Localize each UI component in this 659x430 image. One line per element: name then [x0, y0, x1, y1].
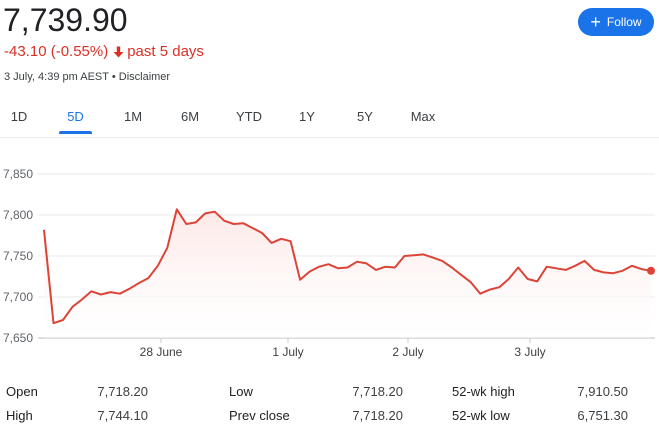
price-chart[interactable]: 7,850 7,800 7,750 7,700 7,650 28 June 1 July 2… [0, 160, 659, 360]
tab-5y[interactable]: 5Y [350, 104, 380, 130]
prev-close-label: Prev close [229, 408, 290, 423]
low-label: Low [229, 384, 253, 399]
tab-ytd[interactable]: YTD [231, 104, 267, 130]
tab-label: YTD [236, 109, 262, 124]
y-tick-label: 7,750 [3, 249, 33, 263]
x-tick-label: 28 June [140, 345, 183, 359]
change-period: past 5 days [127, 43, 204, 60]
tab-1d[interactable]: 1D [4, 104, 34, 130]
tab-5d[interactable]: 5D [59, 104, 92, 134]
tabs-divider [0, 137, 659, 138]
wk52-low-value: 6,751.30 [577, 408, 628, 423]
high-value: 7,744.10 [97, 408, 148, 423]
tab-label: 5D [67, 109, 84, 124]
plus-icon: + [590, 11, 601, 32]
tab-label: 1M [123, 109, 143, 124]
tab-1m[interactable]: 1M [118, 104, 148, 130]
high-label: High [6, 408, 33, 423]
y-tick-label: 7,650 [3, 331, 33, 345]
follow-label: Follow [606, 15, 642, 29]
timestamp: 3 July, 4:39 pm AEST [4, 71, 109, 83]
x-tick-label: 3 July [514, 345, 545, 359]
tab-label: 1D [10, 109, 28, 124]
x-tick-label: 2 July [392, 345, 423, 359]
wk52-low-label: 52-wk low [452, 408, 510, 423]
wk52-high-label: 52-wk high [452, 384, 515, 399]
down-arrow-icon [113, 46, 124, 58]
y-tick-label: 7,850 [3, 167, 33, 181]
wk52-high-value: 7,910.50 [577, 384, 628, 399]
tab-1y[interactable]: 1Y [292, 104, 322, 130]
chart-svg: 7,850 7,800 7,750 7,700 7,650 28 June 1 July 2… [3, 167, 655, 359]
last-price-dot [647, 266, 655, 275]
y-tick-label: 7,700 [3, 290, 33, 304]
open-label: Open [6, 384, 38, 399]
tab-label: Max [410, 109, 436, 124]
quote-meta: 3 July, 4:39 pm AEST • Disclaimer [4, 71, 170, 83]
price-change: -43.10 (-0.55%) past 5 days [4, 42, 204, 62]
x-tick-label: 1 July [272, 345, 303, 359]
y-tick-label: 7,800 [3, 208, 33, 222]
low-value: 7,718.20 [352, 384, 403, 399]
key-stats: Open 7,718.20 High 7,744.10 Low 7,718.20… [0, 380, 659, 430]
disclaimer-link[interactable]: Disclaimer [118, 71, 171, 83]
change-value: -43.10 (-0.55%) [4, 43, 109, 60]
chart-line [43, 208, 652, 325]
current-price: 7,739.90 [3, 2, 128, 38]
prev-close-value: 7,718.20 [352, 408, 403, 423]
tab-label: 6M [180, 109, 200, 124]
open-value: 7,718.20 [97, 384, 148, 399]
chart-area [44, 209, 651, 338]
follow-button[interactable]: + Follow [578, 8, 654, 36]
tab-max[interactable]: Max [406, 104, 440, 130]
tab-underline [59, 131, 92, 134]
tab-label: 5Y [357, 109, 373, 124]
meta-separator: • [111, 71, 116, 83]
tab-6m[interactable]: 6M [174, 104, 206, 130]
tab-label: 1Y [299, 109, 315, 124]
